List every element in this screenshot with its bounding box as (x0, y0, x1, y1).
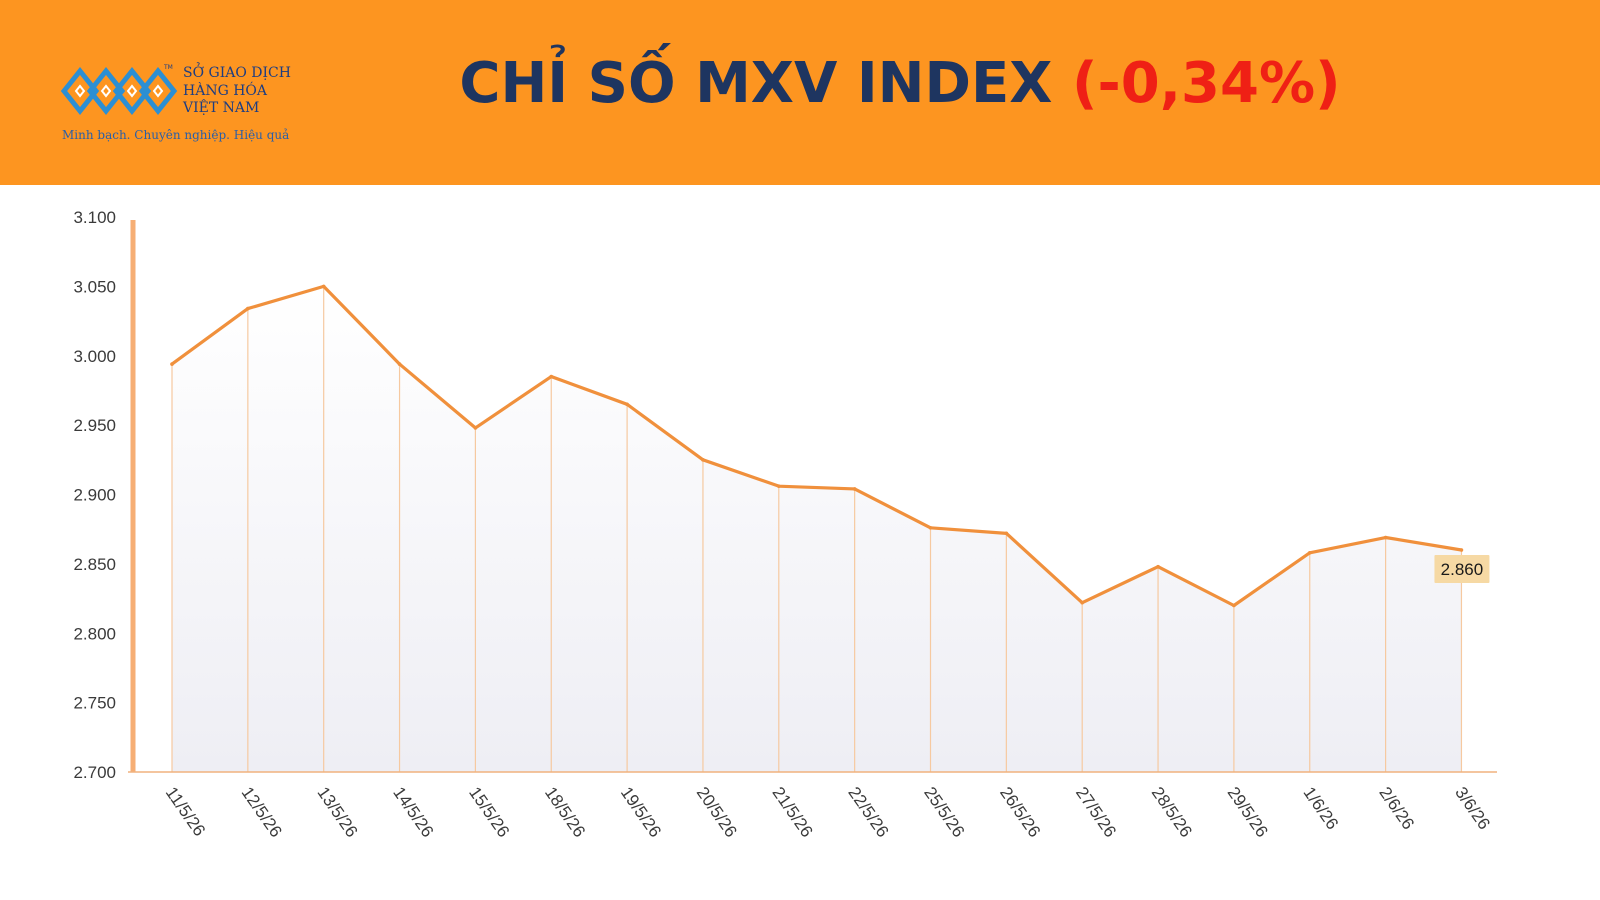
x-tick-label: 21/5/26 (769, 783, 817, 840)
x-tick-label: 28/5/26 (1148, 783, 1196, 840)
x-tick-label: 19/5/26 (617, 783, 665, 840)
data-point-11/5/26 (170, 362, 174, 366)
series-line (170, 284, 1464, 608)
data-point-14/5/26 (397, 362, 402, 366)
x-tick-label: 14/5/26 (389, 783, 437, 840)
logo: TM SỞ GIAO DỊCH HÀNG HÓA VIỆT NAM Minh b… (60, 58, 320, 150)
x-tick-label: 18/5/26 (541, 783, 589, 840)
title-main: CHỈ SỐ MXV INDEX (459, 51, 1053, 116)
data-point-1/6/26 (1307, 550, 1312, 555)
y-tick-label: 2.850 (73, 555, 116, 574)
data-point-18/5/26 (549, 374, 554, 379)
data-point-25/5/26 (928, 526, 933, 530)
last-value-label: 2.860 (1441, 560, 1484, 579)
data-point-3/6/26 (1459, 548, 1464, 552)
header-banner: TM SỞ GIAO DỊCH HÀNG HÓA VIỆT NAM Minh b… (0, 0, 1600, 185)
data-point-27/5/26 (1080, 600, 1084, 605)
y-tick-label: 2.800 (73, 624, 116, 643)
data-point-26/5/26 (1004, 531, 1009, 536)
data-point-29/5/26 (1232, 603, 1236, 608)
area-fill (172, 286, 1462, 772)
logo-name-line-1: SỞ GIAO DỊCH (183, 65, 291, 81)
x-tick-label: 26/5/26 (996, 783, 1044, 840)
logo-name-line-2: HÀNG HÓA (183, 82, 267, 99)
data-point-22/5/26 (852, 487, 857, 491)
x-tick-label: 12/5/26 (238, 783, 286, 840)
logo-name-line-3: VIỆT NAM (183, 100, 260, 116)
logo-tagline: Minh bạch. Chuyên nghiệp. Hiệu quả (62, 128, 290, 142)
logo-name: SỞ GIAO DỊCH HÀNG HÓA VIỆT NAM (183, 65, 291, 118)
data-point-2/6/26 (1383, 535, 1388, 540)
x-tick-label: 1/6/26 (1299, 783, 1342, 833)
data-point-19/5/26 (625, 402, 629, 407)
y-tick-label: 2.750 (73, 694, 116, 713)
y-tick-label: 3.050 (73, 277, 116, 296)
title-change: (-0,34%) (1071, 51, 1341, 116)
data-point-13/5/26 (321, 284, 326, 289)
x-tick-label: 29/5/26 (1224, 783, 1272, 840)
x-tick-label: 22/5/26 (844, 783, 892, 840)
data-point-12/5/26 (246, 306, 250, 311)
line-chart: 2.700 2.750 2.800 2.850 2.900 2.950 3.000 3.050… (73, 208, 1497, 841)
y-tick-label: 2.700 (73, 763, 116, 782)
x-tick-label: 3/6/26 (1451, 783, 1494, 833)
x-tick-label: 27/5/26 (1072, 783, 1120, 840)
x-tick-label: 15/5/26 (465, 783, 513, 840)
data-point-21/5/26 (777, 484, 781, 488)
data-point-20/5/26 (701, 458, 705, 462)
logo-mark-icon (60, 66, 178, 116)
data-point-15/5/26 (473, 426, 478, 430)
y-tick-label: 3.100 (73, 208, 116, 227)
page-title: CHỈ SỐ MXV INDEX (-0,34%) (0, 44, 1600, 124)
y-tick-label: 3.000 (73, 347, 116, 366)
x-tick-label: 25/5/26 (920, 783, 968, 840)
x-tick-label: 13/5/26 (313, 783, 361, 840)
data-point-28/5/26 (1156, 564, 1160, 569)
x-tick-label: 11/5/26 (162, 783, 209, 839)
x-tick-label: 20/5/26 (693, 783, 741, 840)
y-tick-label: 2.900 (73, 486, 116, 505)
x-tick-label: 2/6/26 (1375, 783, 1418, 833)
last-value-badge (1434, 555, 1490, 583)
logo-trademark: TM (164, 64, 173, 71)
y-tick-label: 2.950 (73, 416, 116, 435)
